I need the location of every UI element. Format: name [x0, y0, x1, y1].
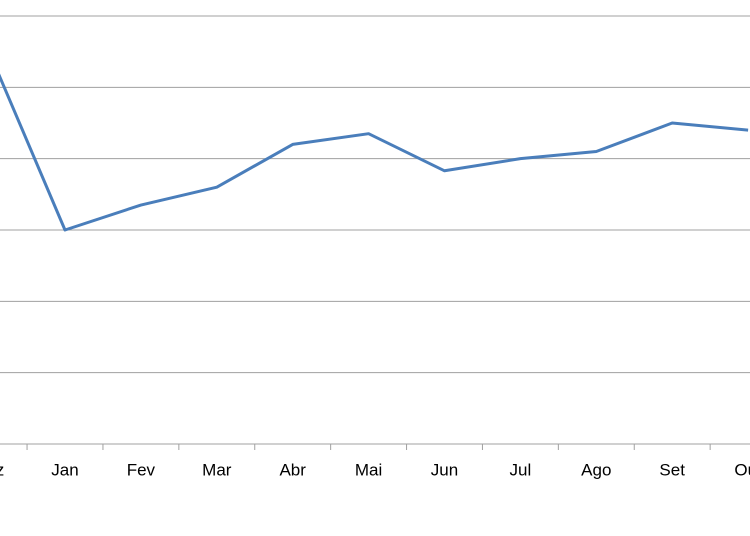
x-tick-label: Fev	[127, 460, 156, 479]
x-tick-label: Dez	[0, 460, 4, 479]
x-tick-label: Out	[734, 460, 750, 479]
x-tick-label: Jun	[431, 460, 458, 479]
data-line	[0, 73, 749, 232]
x-tick-label: Jan	[51, 460, 78, 479]
x-tick-label: Ago	[581, 460, 611, 479]
x-tick-label: Set	[659, 460, 685, 479]
x-tick-label: Abr	[279, 460, 306, 479]
x-tick-label: Mar	[202, 460, 232, 479]
x-tick-label: Mai	[355, 460, 382, 479]
x-tick-label: Jul	[510, 460, 532, 479]
